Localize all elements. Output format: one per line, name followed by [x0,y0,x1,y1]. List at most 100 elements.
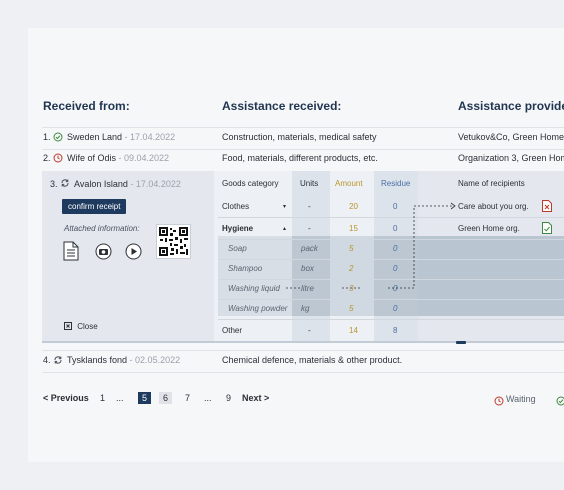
next-page-link[interactable]: Next > [242,393,270,403]
row-number: 1. [43,132,51,142]
goods-units: - [308,202,311,211]
chevron-up-icon[interactable]: ▴ [283,226,287,232]
page-7[interactable]: 7 [185,393,191,403]
goods-row-divider [218,239,564,240]
table-row[interactable]: 4. Tysklands fond - 02.05.2022 Chemical … [42,351,564,372]
document-icon[interactable] [63,241,79,266]
expanded-row: 3. Avalon Island - 17.04.2022 confirm re… [42,171,564,344]
goods-amount: 20 [349,202,358,211]
goods-residue: 0 [393,284,398,293]
legend-waiting: Waiting [506,394,536,404]
table-row[interactable]: 2. Wife of Odis - 09.04.2022 Food, mater… [42,149,564,170]
goods-row-divider [218,299,564,300]
page-1[interactable]: 1 [100,393,106,403]
goods-amount: 14 [349,326,358,335]
goods-residue: 8 [393,326,398,335]
goods-units: - [308,224,311,233]
page-ellipsis: ... [204,393,212,403]
goods-row-divider [218,259,564,260]
goods-residue: 0 [393,244,398,253]
goods-category[interactable]: Washing liquid [228,284,280,293]
camera-icon[interactable] [95,243,112,265]
attached-info-label: Attached information: [64,224,140,233]
row-source[interactable]: Avalon Island - 17.04.2022 [74,179,181,189]
col-header-recipients: Name of recipients [458,179,525,188]
subrows-cat-bg [218,236,292,316]
goods-units: pack [301,244,318,253]
col-header-units: Units [300,179,319,188]
page-ellipsis: ... [116,393,124,403]
goods-row-divider [218,279,564,280]
goods-category[interactable]: Shampoo [228,264,263,273]
clock-icon [53,153,63,165]
goods-category[interactable]: Washing powder [228,304,288,313]
goods-amount: 2 [349,264,354,273]
document-rejected-icon[interactable] [542,200,552,214]
divider [42,372,564,373]
row-source[interactable]: Sweden Land - 17.04.2022 [67,132,176,142]
goods-residue: 0 [393,304,398,313]
goods-category[interactable]: Hygiene [222,224,254,233]
goods-category[interactable]: Clothes [222,202,250,211]
goods-amount: 5 [349,244,354,253]
goods-category[interactable]: Soap [228,244,247,253]
page-6[interactable]: 6 [159,392,173,404]
status-ok-icon [53,132,63,144]
header-assistance-provided: Assistance provided [458,99,564,113]
connector-lines [286,202,456,289]
goods-residue: 0 [393,224,398,233]
goods-units: litre [301,284,314,293]
subrows-amount-bg [330,236,374,316]
goods-amount: 3 [349,284,354,293]
divider [42,350,564,351]
clock-icon [494,393,504,411]
goods-units: kg [301,304,310,313]
prev-page-link[interactable]: < Previous [43,393,89,403]
subrows-recipients-bg [418,236,564,316]
row-number: 3. [50,179,58,189]
col-header-amount: Amount [335,179,363,188]
row-source[interactable]: Wife of Odis - 09.04.2022 [67,153,170,163]
table-row[interactable]: 1. Sweden Land - 17.04.2022 Construction… [42,128,564,149]
recipient-name[interactable]: Green Home org. [458,224,520,233]
row-assistance: Chemical defence, materials & other prod… [222,355,403,365]
header-received-from: Received from: [43,99,130,113]
goods-row-divider [218,217,564,218]
goods-units: box [301,264,314,273]
sync-icon [53,355,63,367]
recipient-name[interactable]: Care about you org. [458,202,529,211]
row-provided: Organization 3, Green Home [458,153,564,163]
scrollbar-thumb[interactable] [456,341,466,344]
page-9[interactable]: 9 [226,393,232,403]
goods-category[interactable]: Other [222,326,243,335]
goods-row-divider [218,319,564,320]
chevron-down-icon[interactable]: ▾ [283,204,287,210]
goods-amount: 15 [349,224,358,233]
qr-code-icon[interactable] [156,224,191,259]
goods-amount: 5 [349,304,354,313]
row-assistance: Food, materials, different products, etc… [222,153,378,163]
row-number: 2. [43,153,51,163]
subrows-units-bg [292,236,330,316]
confirm-receipt-button[interactable]: confirm receipt [62,199,127,214]
close-icon [64,322,72,330]
row-number: 4. [43,355,51,365]
page-5-active[interactable]: 5 [138,392,152,404]
status-ok-icon [556,393,564,411]
row-assistance: Construction, materials, medical safety [222,132,377,142]
col-header-residue: Residue [381,179,411,188]
divider [42,127,564,128]
goods-residue: 0 [393,264,398,273]
divider [42,149,564,150]
expanded-left: 3. Avalon Island - 17.04.2022 confirm re… [42,171,214,343]
close-button[interactable]: Close [64,322,98,331]
goods-residue: 0 [393,202,398,211]
play-icon[interactable] [125,243,142,265]
header-assistance-received: Assistance received: [222,99,342,113]
scrollbar-track [42,341,564,343]
row-source[interactable]: Tysklands fond - 02.05.2022 [67,355,181,365]
sync-icon [60,178,70,190]
goods-units: - [308,326,311,335]
subrows-residue-bg [374,236,418,316]
document-approved-icon[interactable] [542,222,552,236]
